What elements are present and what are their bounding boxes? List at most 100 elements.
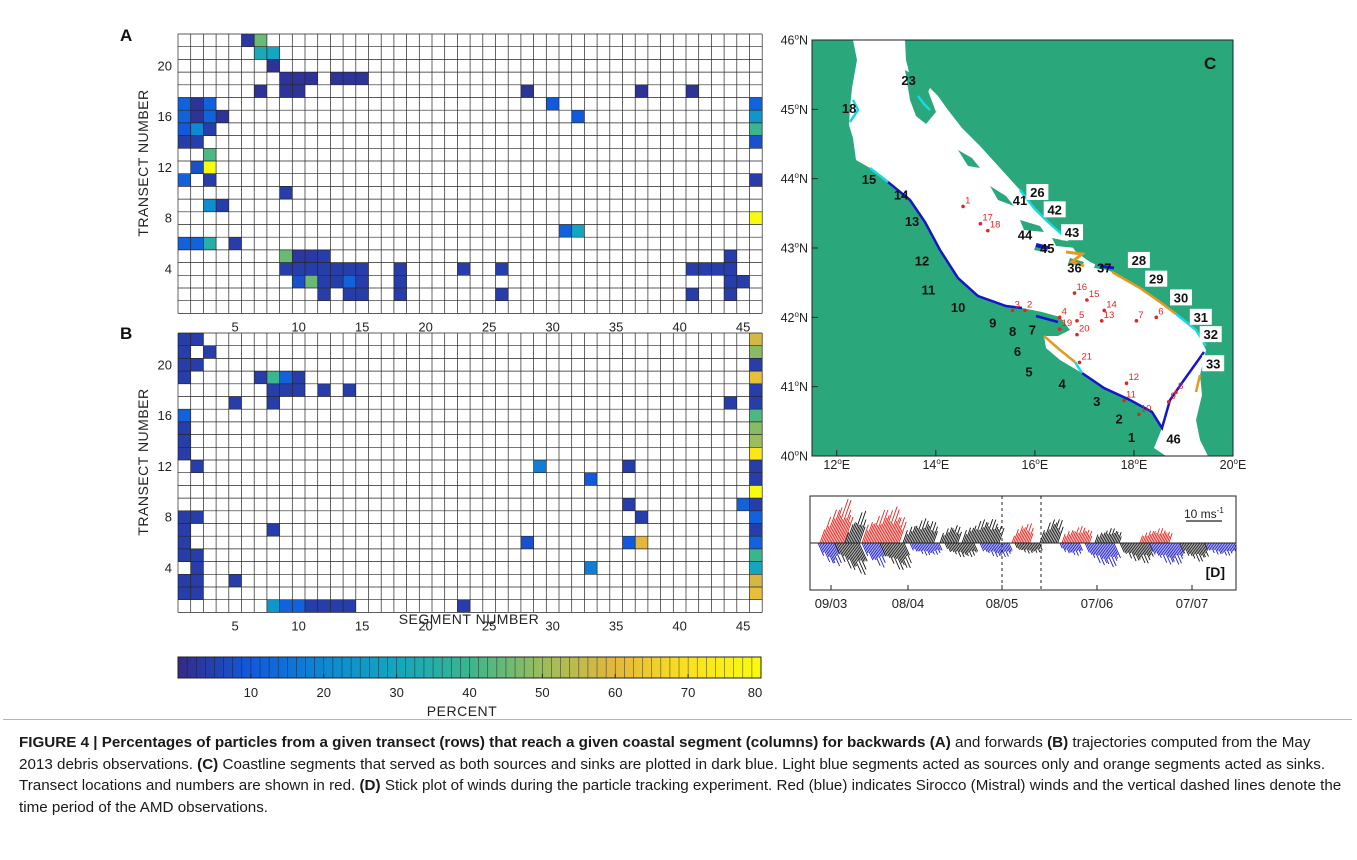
heatmap-b-cell: [724, 396, 737, 410]
transect-label: 20: [1079, 324, 1090, 335]
map-island: [1020, 220, 1044, 232]
transect-label: 3: [1015, 299, 1020, 310]
heatmap-a-x-ticks: 5 10 15 20 25 30 35 40 45: [232, 319, 751, 334]
heatmap-b-y-tick: 12: [158, 459, 172, 474]
heatmap-a-cell: [698, 262, 712, 276]
segment-label: 7: [1029, 323, 1036, 338]
heatmap-a-cell: [355, 275, 369, 288]
heatmap-a-x-tick: 35: [609, 319, 623, 334]
heatmap-b-cell: [279, 383, 293, 397]
map-lat-tick: 40oN: [781, 449, 808, 464]
heatmap-a-cell: [203, 199, 217, 212]
transect-label: 12: [1129, 372, 1140, 383]
heatmap-b-cell: [749, 409, 763, 422]
heatmap-a-cell: [724, 275, 737, 288]
transect-label: 15: [1089, 289, 1100, 300]
heatmap-a-cell: [190, 122, 204, 136]
heatmap-b-cell: [736, 498, 750, 511]
segment-label: 45: [1040, 241, 1054, 256]
heatmap-b-cell: [749, 523, 763, 537]
heatmap-b-cell: [749, 561, 763, 575]
stickplot-tick-label: 07/07: [1176, 596, 1209, 611]
heatmap-b-cell: [749, 460, 763, 473]
map-lat-tick: 46oN: [781, 33, 808, 48]
segment-label-box: [1202, 355, 1225, 372]
heatmap-b-cell: [178, 587, 191, 600]
heatmap-b-cell: [749, 574, 763, 587]
segment-label: 29: [1149, 272, 1163, 287]
heatmap-b-y-tick: 8: [165, 510, 172, 525]
heatmap-b-cell: [749, 498, 763, 511]
colorbar-tick-label: 10: [244, 685, 258, 700]
segment-label: 6: [1014, 344, 1021, 359]
transect-marker: [1023, 308, 1027, 313]
transect-marker: [1102, 308, 1107, 313]
transect-marker: [1057, 315, 1062, 320]
heatmap-b-cell: [178, 523, 191, 537]
segment-label: 30: [1174, 290, 1188, 305]
heatmap-b-y-tick: 20: [158, 357, 172, 372]
heatmap-b-x-tick: 45: [736, 618, 750, 633]
heatmap-b-cell: [292, 599, 305, 613]
heatmap-b-x-tick: 20: [418, 618, 432, 633]
heatmap-a-cell: [330, 275, 344, 288]
caption-ref-b: (B): [1047, 734, 1069, 751]
stickplot-tick-label: 08/05: [986, 596, 1019, 611]
transect-label: 8: [1178, 381, 1183, 392]
heatmap-b-x-tick: 40: [672, 618, 686, 633]
heatmap-a-y-tick: 16: [158, 109, 172, 124]
colorbar-tick-label: 40: [462, 685, 476, 700]
wind-stick-bundle: [879, 542, 912, 570]
figure-caption: FIGURE 4 | Percentages of particles from…: [19, 732, 1344, 818]
wind-stick-bundle: [909, 542, 943, 556]
heatmap-b-cell: [228, 574, 242, 587]
heatmap-a-cell: [190, 161, 204, 174]
heatmap-b-cell: [266, 599, 280, 613]
segment-label: 5: [1025, 364, 1032, 379]
heatmap-b-y-ticks: 4 8 12 16 20: [158, 357, 172, 575]
map-lon-tick: 16oE: [1022, 457, 1049, 472]
wind-stick-bundle: [1084, 542, 1121, 568]
heatmap-b-cell: [292, 371, 305, 384]
segment-line-source-sink: [1035, 243, 1049, 250]
heatmap-b-cell: [190, 587, 204, 600]
heatmap-a-x-tick: 45: [736, 319, 750, 334]
heatmap-a-cell: [228, 237, 242, 250]
segment-label: 33: [1206, 356, 1220, 371]
segment-line-sink: [1065, 250, 1086, 268]
heatmap-a-cell: [749, 122, 763, 136]
map-lon-tick: 14oE: [922, 457, 949, 472]
transect-label: 1: [965, 195, 970, 206]
map-land-italy: [812, 40, 1166, 456]
heatmap-a-cell: [190, 237, 204, 250]
heatmap-b-y-tick: 4: [165, 560, 172, 575]
heatmap-b-cell: [178, 536, 191, 549]
heatmap-a-x-tick: 20: [418, 319, 432, 334]
heatmap-b-cell: [749, 587, 763, 600]
heatmap-a-cell: [749, 110, 763, 123]
wind-stick-bundle: [944, 542, 979, 558]
transect-label: 13: [1104, 310, 1115, 321]
segment-label: 4: [1059, 377, 1067, 392]
segment-label-box: [1127, 251, 1150, 268]
caption-ref-c: (C): [197, 755, 219, 773]
caption-text: trajectories computed from the May 2013 …: [19, 734, 1311, 773]
heatmap-a-cell: [330, 262, 344, 276]
heatmap-a-cell: [749, 97, 763, 111]
transect-label: 2: [1027, 299, 1032, 310]
heatmap-b-cell: [190, 574, 204, 587]
heatmap-a-cell: [279, 262, 293, 276]
transect-marker: [961, 204, 965, 209]
heatmap-b-cell: [190, 358, 204, 372]
segment-label: 15: [862, 172, 876, 187]
heatmap-b-cell: [749, 434, 763, 448]
heatmap-a-cell: [686, 84, 699, 98]
transect-label: 17: [982, 213, 993, 224]
heatmap-a-x-tick: 40: [672, 319, 686, 334]
transect-marker: [978, 221, 983, 226]
segment-label: 44: [1018, 228, 1033, 243]
segment-line-source: [869, 167, 889, 183]
heatmap-a-cell: [355, 72, 369, 85]
segment-line-source: [917, 95, 931, 111]
